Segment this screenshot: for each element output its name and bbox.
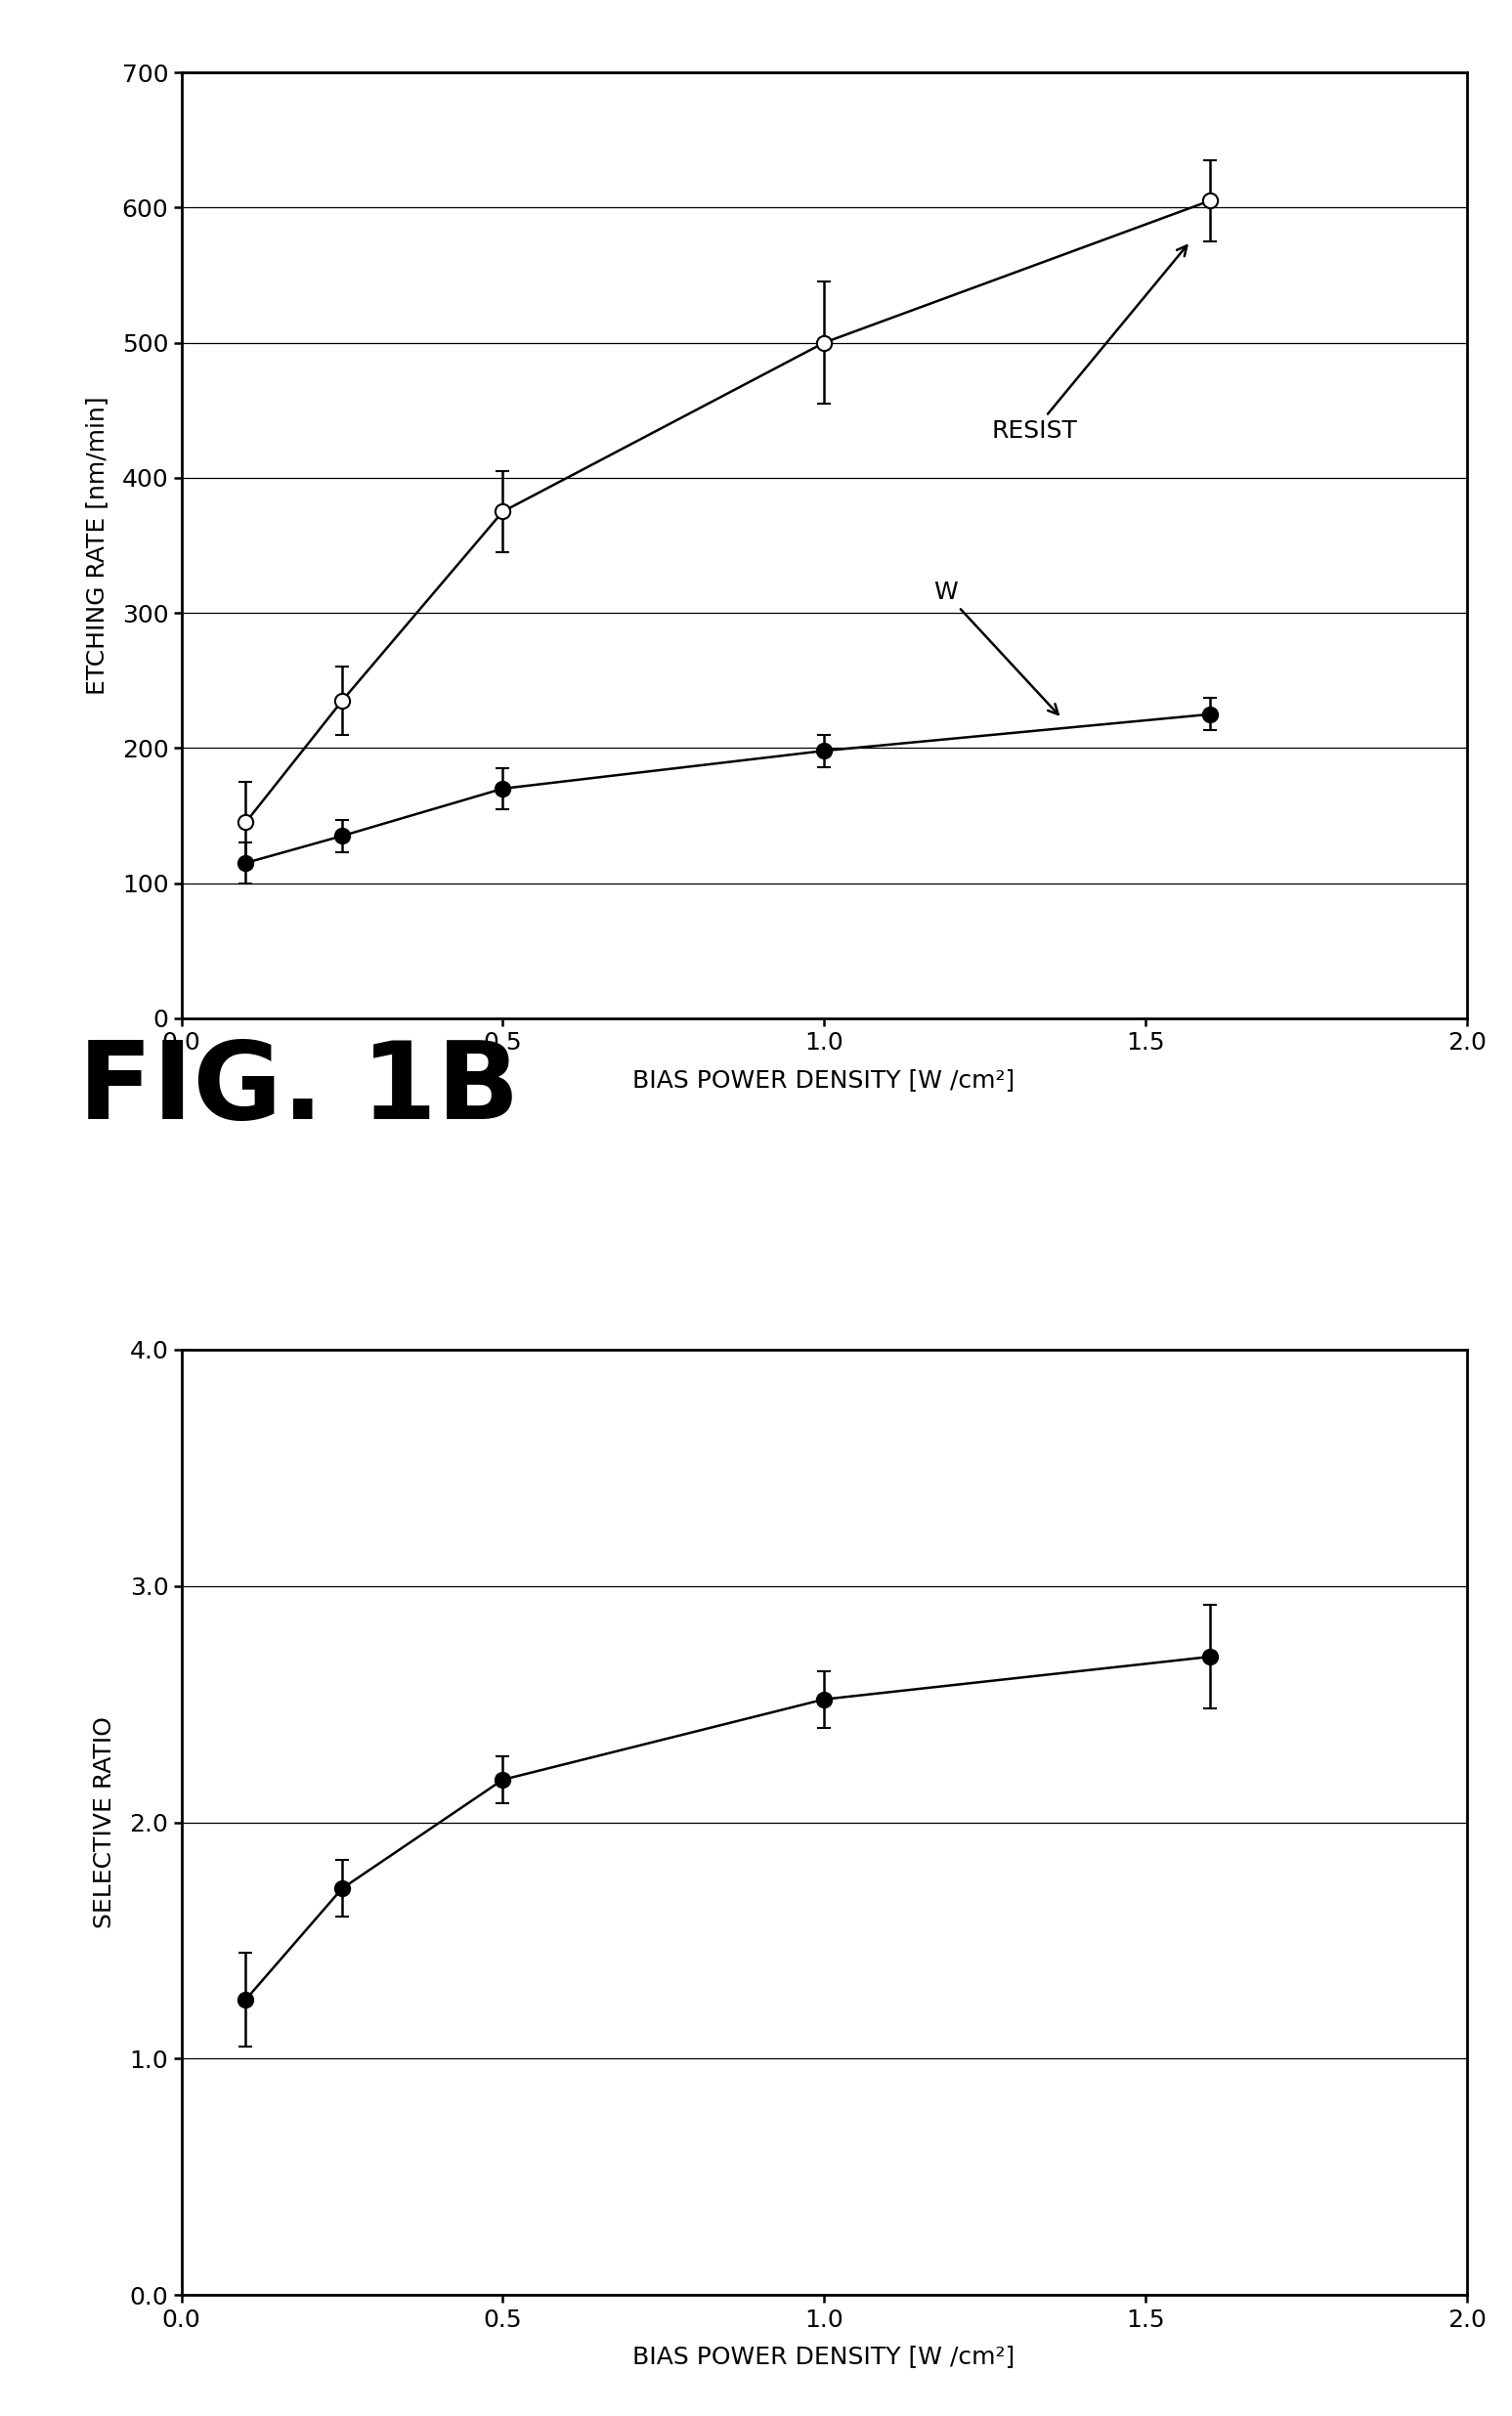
X-axis label: BIAS POWER DENSITY [W /cm²]: BIAS POWER DENSITY [W /cm²] [634,2346,1015,2368]
X-axis label: BIAS POWER DENSITY [W /cm²]: BIAS POWER DENSITY [W /cm²] [634,1068,1015,1092]
Text: W: W [933,580,1058,715]
Y-axis label: SELECTIVE RATIO: SELECTIVE RATIO [92,1715,116,1928]
Y-axis label: ETCHING RATE [nm/min]: ETCHING RATE [nm/min] [85,396,109,696]
Text: RESIST: RESIST [990,246,1187,442]
Text: FIG. 1B: FIG. 1B [79,1036,520,1140]
